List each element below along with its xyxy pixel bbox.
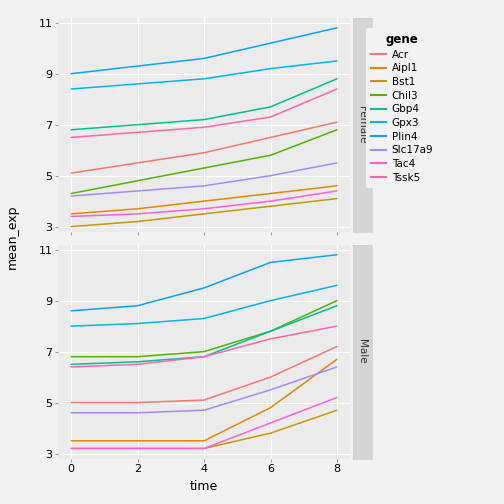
X-axis label: time: time: [190, 480, 218, 493]
Text: mean_exp: mean_exp: [6, 205, 19, 269]
Text: Male: Male: [357, 339, 367, 364]
Text: Female: Female: [357, 106, 367, 144]
Legend: Acr, Aipl1, Bst1, Chil3, Gbp4, Gpx3, Plin4, Slc17a9, Tac4, Tssk5: Acr, Aipl1, Bst1, Chil3, Gbp4, Gpx3, Pli…: [365, 28, 438, 188]
